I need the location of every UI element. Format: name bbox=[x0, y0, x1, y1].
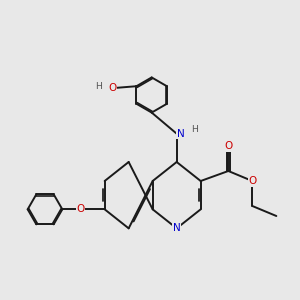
Text: O: O bbox=[108, 83, 117, 93]
Text: H: H bbox=[192, 125, 198, 134]
Text: O: O bbox=[224, 141, 232, 151]
Text: O: O bbox=[248, 176, 256, 186]
Text: O: O bbox=[76, 204, 85, 214]
Text: N: N bbox=[173, 223, 181, 233]
Text: H: H bbox=[95, 82, 102, 91]
Text: N: N bbox=[177, 129, 184, 139]
